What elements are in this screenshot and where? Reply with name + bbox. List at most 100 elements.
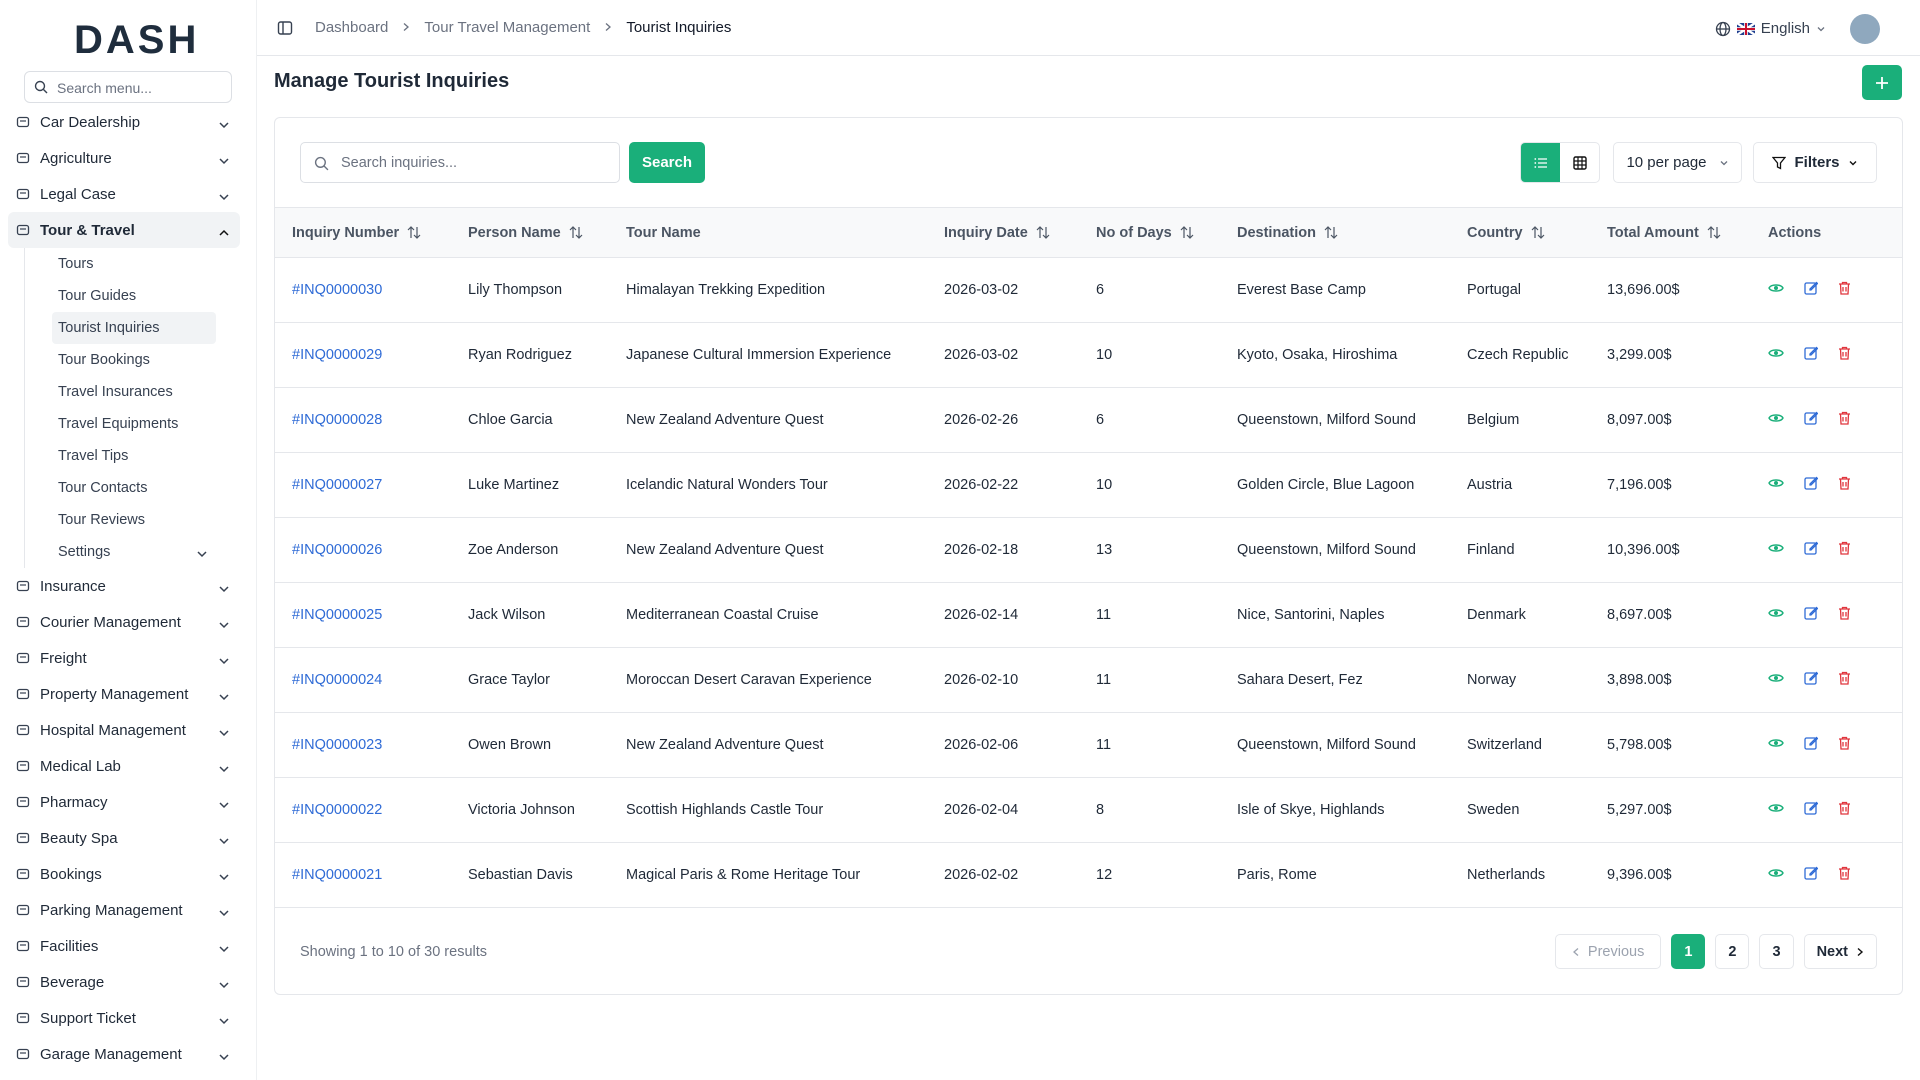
add-button[interactable] bbox=[1862, 65, 1902, 100]
menu-item[interactable]: Beverage bbox=[8, 964, 240, 1000]
per-page-select[interactable]: 10 per page bbox=[1613, 142, 1742, 183]
delete-button[interactable] bbox=[1838, 281, 1851, 299]
inquiry-link[interactable]: #INQ0000023 bbox=[275, 713, 451, 778]
inquiry-link[interactable]: #INQ0000027 bbox=[275, 453, 451, 518]
brand-logo[interactable]: DASH bbox=[74, 18, 199, 63]
inquiry-link[interactable]: #INQ0000024 bbox=[275, 648, 451, 713]
delete-button[interactable] bbox=[1838, 411, 1851, 429]
breadcrumb-item[interactable]: Tour Travel Management bbox=[424, 19, 590, 36]
edit-button[interactable] bbox=[1804, 281, 1818, 299]
inquiry-link[interactable]: #INQ0000028 bbox=[275, 388, 451, 453]
menu-item[interactable]: Facilities bbox=[8, 928, 240, 964]
submenu-item[interactable]: Tour Guides bbox=[25, 280, 240, 312]
menu-item[interactable]: Property Management bbox=[8, 676, 240, 712]
delete-button[interactable] bbox=[1838, 346, 1851, 364]
edit-button[interactable] bbox=[1804, 411, 1818, 429]
view-button[interactable] bbox=[1768, 802, 1784, 818]
menu-chevron bbox=[218, 869, 230, 886]
menu-item[interactable]: Car Dealership bbox=[8, 104, 240, 140]
next-button[interactable]: Next bbox=[1804, 934, 1877, 969]
menu-item[interactable]: Garage Management bbox=[8, 1036, 240, 1072]
edit-button[interactable] bbox=[1804, 801, 1818, 819]
breadcrumb-separator bbox=[604, 19, 612, 36]
menu-item[interactable]: Courier Management bbox=[8, 604, 240, 640]
delete-button[interactable] bbox=[1838, 866, 1851, 884]
view-button[interactable] bbox=[1768, 867, 1784, 883]
table-cell: Queenstown, Milford Sound bbox=[1220, 388, 1450, 453]
submenu-item[interactable]: Tourist Inquiries bbox=[52, 312, 216, 344]
column-header[interactable]: Country bbox=[1450, 208, 1590, 258]
breadcrumb-item[interactable]: Dashboard bbox=[315, 19, 388, 36]
edit-button[interactable] bbox=[1804, 606, 1818, 624]
list-view-button[interactable] bbox=[1521, 142, 1560, 183]
page-button[interactable]: 2 bbox=[1715, 934, 1749, 969]
delete-button[interactable] bbox=[1838, 476, 1851, 494]
previous-button[interactable]: Previous bbox=[1555, 934, 1661, 969]
delete-button[interactable] bbox=[1838, 736, 1851, 754]
menu-item[interactable]: Pharmacy bbox=[8, 784, 240, 820]
menu-item[interactable]: Beauty Spa bbox=[8, 820, 240, 856]
submenu-item[interactable]: Settings bbox=[25, 536, 240, 568]
submenu-item[interactable]: Travel Equipments bbox=[25, 408, 240, 440]
inquiry-link[interactable]: #INQ0000021 bbox=[275, 843, 451, 908]
avatar[interactable] bbox=[1850, 14, 1880, 44]
view-button[interactable] bbox=[1768, 542, 1784, 558]
menu-item[interactable]: Hospital Management bbox=[8, 712, 240, 748]
view-button[interactable] bbox=[1768, 412, 1784, 428]
column-header[interactable]: Inquiry Date bbox=[927, 208, 1079, 258]
menu-item[interactable]: Bookings bbox=[8, 856, 240, 892]
inquiry-link[interactable]: #INQ0000026 bbox=[275, 518, 451, 583]
menu-item[interactable]: Tour & Travel bbox=[8, 212, 240, 248]
sidebar-toggle[interactable] bbox=[277, 20, 293, 36]
inquiry-link[interactable]: #INQ0000025 bbox=[275, 583, 451, 648]
view-button[interactable] bbox=[1768, 347, 1784, 363]
column-header[interactable]: Inquiry Number bbox=[275, 208, 451, 258]
language-switcher[interactable]: English bbox=[1715, 20, 1826, 37]
column-header[interactable]: Destination bbox=[1220, 208, 1450, 258]
view-button[interactable] bbox=[1768, 737, 1784, 753]
filters-button[interactable]: Filters bbox=[1753, 142, 1877, 183]
delete-button[interactable] bbox=[1838, 671, 1851, 689]
inquiry-link[interactable]: #INQ0000030 bbox=[275, 258, 451, 323]
page-button[interactable]: 1 bbox=[1671, 934, 1705, 969]
menu-item[interactable]: Insurance bbox=[8, 568, 240, 604]
inquiry-search[interactable]: Search inquiries... bbox=[300, 142, 620, 183]
search-button[interactable]: Search bbox=[629, 142, 705, 183]
edit-button[interactable] bbox=[1804, 476, 1818, 494]
column-header[interactable]: No of Days bbox=[1079, 208, 1220, 258]
menu-label: Facilities bbox=[40, 938, 98, 955]
delete-button[interactable] bbox=[1838, 541, 1851, 559]
delete-button[interactable] bbox=[1838, 801, 1851, 819]
menu-search[interactable]: Search menu... bbox=[24, 71, 232, 103]
view-button[interactable] bbox=[1768, 477, 1784, 493]
menu-item[interactable]: Agriculture bbox=[8, 140, 240, 176]
menu-item[interactable]: Parking Management bbox=[8, 892, 240, 928]
menu-item[interactable]: Freight bbox=[8, 640, 240, 676]
edit-button[interactable] bbox=[1804, 736, 1818, 754]
edit-button[interactable] bbox=[1804, 346, 1818, 364]
menu-item[interactable]: Support Ticket bbox=[8, 1000, 240, 1036]
submenu-item[interactable]: Travel Tips bbox=[25, 440, 240, 472]
delete-button[interactable] bbox=[1838, 606, 1851, 624]
view-button[interactable] bbox=[1768, 672, 1784, 688]
edit-button[interactable] bbox=[1804, 671, 1818, 689]
submenu-item[interactable]: Tour Reviews bbox=[25, 504, 240, 536]
submenu-label: Travel Tips bbox=[58, 448, 128, 464]
edit-button[interactable] bbox=[1804, 866, 1818, 884]
column-header[interactable]: Total Amount bbox=[1590, 208, 1751, 258]
grid-view-button[interactable] bbox=[1560, 142, 1599, 183]
inquiry-link[interactable]: #INQ0000022 bbox=[275, 778, 451, 843]
menu-item[interactable]: Medical Lab bbox=[8, 748, 240, 784]
view-button[interactable] bbox=[1768, 282, 1784, 298]
submenu-item[interactable]: Travel Insurances bbox=[25, 376, 240, 408]
view-button[interactable] bbox=[1768, 607, 1784, 623]
column-header[interactable]: Person Name bbox=[451, 208, 609, 258]
table-cell: Scottish Highlands Castle Tour bbox=[609, 778, 927, 843]
edit-button[interactable] bbox=[1804, 541, 1818, 559]
submenu-item[interactable]: Tour Contacts bbox=[25, 472, 240, 504]
menu-item[interactable]: Legal Case bbox=[8, 176, 240, 212]
submenu-item[interactable]: Tour Bookings bbox=[25, 344, 240, 376]
inquiry-link[interactable]: #INQ0000029 bbox=[275, 323, 451, 388]
submenu-item[interactable]: Tours bbox=[25, 248, 240, 280]
page-button[interactable]: 3 bbox=[1759, 934, 1793, 969]
